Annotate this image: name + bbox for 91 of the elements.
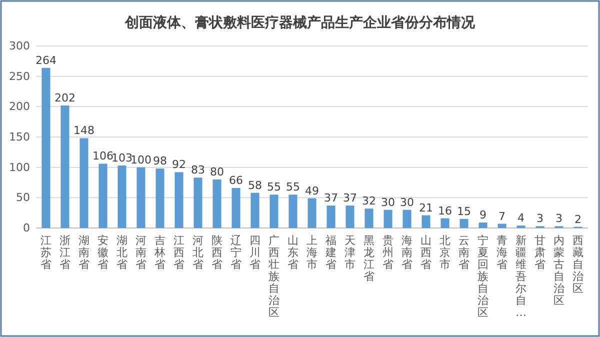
x-tick-label: 黑龙江省 — [364, 234, 375, 283]
data-label: 49 — [305, 184, 319, 198]
bar — [156, 168, 164, 228]
data-label: 106 — [92, 150, 114, 163]
data-label: 58 — [248, 178, 262, 192]
bar — [174, 172, 184, 228]
y-tick-label: 250 — [9, 70, 30, 83]
data-label: 9 — [480, 208, 487, 222]
x-tick-label: 河北省 — [192, 234, 204, 271]
bar — [80, 138, 88, 228]
x-tick-label: 湖北省 — [116, 234, 128, 271]
x-tick-label: 天津市 — [344, 234, 356, 271]
bar — [60, 105, 70, 228]
y-tick-label: 50 — [16, 191, 30, 204]
bar — [364, 208, 374, 228]
x-tick-label: 安徽省 — [97, 234, 108, 271]
x-tick-label: 江西省 — [173, 234, 184, 271]
data-label: 92 — [172, 158, 186, 172]
data-label: 100 — [130, 153, 152, 166]
x-tick-label: 辽宁省 — [230, 234, 242, 271]
x-tick-label: 山东省 — [288, 234, 298, 271]
bar — [308, 198, 316, 228]
bar — [98, 164, 108, 228]
data-label: 66 — [228, 174, 243, 187]
x-tick-label: 吉林省 — [153, 234, 166, 271]
bar — [118, 166, 126, 228]
data-label: 202 — [54, 91, 76, 104]
data-label: 55 — [266, 180, 281, 194]
x-tick-label: 上海市 — [306, 234, 318, 271]
data-label: 3 — [556, 212, 563, 226]
data-label: 16 — [438, 204, 452, 218]
data-label: 7 — [498, 210, 506, 223]
data-label: 103 — [111, 152, 132, 165]
bar — [498, 224, 506, 228]
y-tick-label: 300 — [9, 40, 30, 53]
y-tick-label: 0 — [23, 222, 30, 235]
x-tick-label: 甘肃省 — [534, 234, 546, 271]
data-label: 55 — [286, 180, 300, 194]
bar — [232, 188, 240, 228]
bar — [346, 206, 354, 228]
x-tick-label: 贵州省 — [382, 234, 394, 271]
bar — [460, 218, 468, 228]
bar — [136, 167, 146, 228]
bar — [42, 68, 50, 228]
chart-title: 创面液体、膏状敷料医疗器械产品生产企业省份分布情况 — [124, 14, 476, 31]
data-label: 2 — [574, 212, 582, 226]
x-tick-label: 青海省 — [496, 234, 508, 271]
bar — [478, 222, 488, 228]
data-label: 4 — [518, 212, 525, 225]
data-label: 21 — [419, 201, 434, 214]
bar — [288, 194, 298, 228]
bar — [422, 215, 430, 228]
data-label: 264 — [35, 54, 56, 67]
bar — [384, 210, 392, 228]
data-label: 3 — [536, 212, 544, 226]
y-tick-label: 200 — [9, 100, 30, 114]
data-label: 80 — [210, 165, 224, 178]
x-tick-label: 陕西省 — [211, 234, 222, 271]
x-tick-label: 新疆维吾尔自… — [516, 234, 527, 319]
x-tick-label: 福建省 — [324, 234, 336, 271]
bar — [194, 178, 202, 228]
data-label: 32 — [362, 194, 376, 208]
x-tick-label: 北京市 — [440, 234, 451, 271]
data-label: 148 — [73, 124, 94, 138]
x-tick-label: 湖南省 — [78, 234, 90, 271]
bar — [402, 210, 412, 228]
x-tick-label: 西藏自治区 — [572, 234, 584, 295]
x-tick-label: 河南省 — [135, 234, 146, 271]
x-tick-label: 江苏省 — [40, 234, 52, 271]
bar — [440, 218, 450, 228]
data-label: 83 — [190, 164, 205, 177]
x-tick-label: 山西省 — [420, 234, 432, 271]
x-tick-label: 海南省 — [402, 234, 413, 271]
x-tick-label: 广西壮族自治区 — [267, 234, 280, 319]
data-label: 30 — [400, 196, 414, 209]
bar — [212, 179, 222, 228]
x-tick-label: 云南省 — [458, 234, 470, 271]
data-label: 37 — [324, 192, 338, 205]
x-tick-label: 浙江省 — [59, 234, 70, 271]
data-label: 15 — [457, 204, 472, 218]
y-tick-label: 100 — [9, 160, 30, 174]
y-tick-label: 150 — [9, 130, 30, 144]
x-tick-label: 内蒙古自治区 — [554, 234, 565, 307]
bar — [250, 192, 260, 228]
data-label: 30 — [381, 196, 396, 209]
bar — [326, 206, 336, 228]
bar — [270, 194, 278, 228]
x-tick-label: 宁夏回族自治区 — [478, 234, 489, 319]
data-label: 98 — [152, 154, 167, 168]
x-tick-label: 四川省 — [249, 234, 260, 271]
data-label: 37 — [343, 192, 358, 205]
